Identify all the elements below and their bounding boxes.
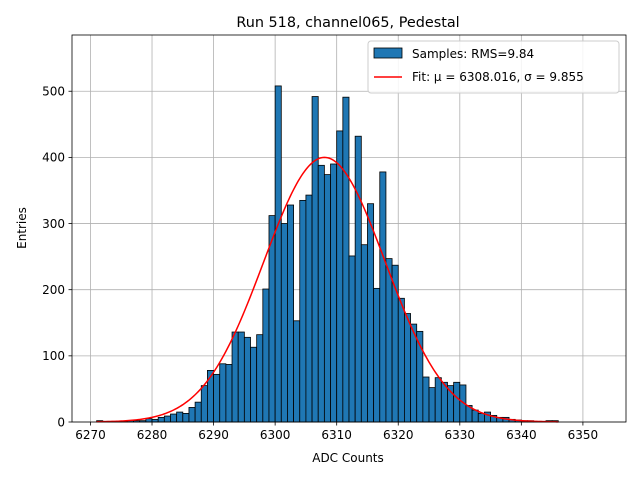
legend: Samples: RMS=9.84 Fit: μ = 6308.016, σ =…: [367, 40, 620, 94]
histogram-bar: [373, 287, 381, 423]
x-tick-label: 6340: [506, 428, 537, 442]
histogram-bar: [188, 407, 196, 423]
histogram-bar: [428, 387, 436, 423]
histogram-bar: [262, 288, 270, 423]
histogram-bar: [176, 411, 184, 423]
x-tick-label: 6330: [445, 428, 476, 442]
y-axis-ticks: 0 100 200 300 400 500: [42, 85, 72, 429]
histogram-bar: [342, 96, 350, 423]
legend-label-samples: Samples: RMS=9.84: [412, 47, 534, 61]
histogram-bar: [367, 203, 375, 423]
plot-frame: [71, 34, 627, 423]
legend-label-fit: Fit: μ = 6308.016, σ = 9.855: [412, 70, 584, 84]
histogram-bar: [397, 297, 405, 423]
histogram-bar: [182, 412, 190, 423]
histogram-bar: [305, 194, 313, 423]
histogram-bar: [440, 381, 448, 423]
histogram-bar: [145, 418, 153, 423]
histogram-bar: [422, 376, 430, 423]
histogram-bar: [299, 199, 307, 423]
histogram-bar: [256, 334, 264, 423]
histogram-bar: [453, 381, 461, 423]
histogram-bar: [354, 135, 362, 423]
histogram-bar: [280, 223, 288, 423]
histogram-bar: [250, 346, 258, 423]
histogram-bar: [163, 415, 171, 423]
x-tick-label: 6350: [568, 428, 599, 442]
x-tick-label: 6290: [198, 428, 229, 442]
histogram-bar: [403, 313, 411, 423]
histogram-bar: [170, 413, 178, 423]
x-tick-label: 6310: [321, 428, 352, 442]
histogram-bar: [330, 163, 338, 423]
histogram-bar: [194, 401, 202, 423]
legend-box: [367, 40, 620, 94]
y-tick-label: 500: [42, 85, 65, 99]
histogram-bar: [323, 174, 331, 423]
histogram-bar: [213, 373, 221, 423]
x-tick-label: 6300: [260, 428, 291, 442]
histogram-bar: [385, 258, 393, 423]
chart-title: Run 518, channel065, Pedestal: [236, 15, 459, 31]
histogram-bar: [434, 377, 442, 423]
histogram-bar: [200, 385, 208, 423]
y-tick-label: 0: [57, 415, 65, 429]
histogram-bar: [360, 244, 368, 423]
y-tick-label: 400: [42, 151, 65, 165]
legend-histogram-swatch: [373, 47, 403, 59]
histogram-bar: [207, 369, 214, 423]
histogram-bar: [237, 331, 245, 423]
y-tick-label: 100: [42, 349, 65, 363]
histogram-bar: [274, 85, 282, 423]
x-axis-ticks: 6270 6280 6290 6300 6310 6320 6330 6340 6350: [75, 422, 598, 442]
histogram-bar: [471, 409, 479, 423]
histogram-bar: [317, 164, 325, 423]
y-tick-label: 300: [42, 217, 65, 231]
y-tick-label: 200: [42, 283, 65, 297]
histogram-bar: [293, 320, 301, 423]
x-axis-label: ADC Counts: [312, 451, 384, 465]
y-axis-label: Entries: [15, 207, 29, 249]
x-tick-label: 6280: [137, 428, 168, 442]
histogram-bar: [287, 204, 295, 423]
histogram-bar: [243, 336, 251, 423]
histogram-bar: [477, 412, 485, 423]
histogram-bar: [225, 364, 233, 423]
histogram-bar: [219, 363, 227, 423]
x-tick-label: 6320: [383, 428, 414, 442]
x-tick-label: 6270: [75, 428, 106, 442]
histogram-bar: [348, 255, 356, 423]
fit-curve: [96, 156, 559, 423]
histogram-bar: [379, 171, 387, 423]
histogram-bar: [231, 331, 239, 423]
histogram-bar: [157, 416, 165, 423]
histogram-bar: [336, 130, 344, 423]
histogram-bar: [410, 323, 418, 423]
histogram-bar: [311, 96, 319, 423]
